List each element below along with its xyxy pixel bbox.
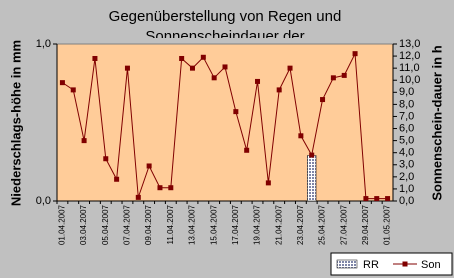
marker xyxy=(374,196,380,202)
y2-tick-label: 2,0 xyxy=(399,171,414,183)
x-tick-label: 11.04.2007 xyxy=(166,204,175,244)
marker xyxy=(59,80,65,86)
legend: RR Son xyxy=(330,252,453,276)
y2-tick-label: 1,0 xyxy=(399,183,414,195)
marker xyxy=(189,65,195,71)
marker xyxy=(385,196,391,202)
y2-tick-label: 7,0 xyxy=(399,110,414,122)
x-tick-label: 03.04.2007 xyxy=(79,204,88,245)
y-axis-label: Niederschlags-höhe in mm xyxy=(8,40,23,206)
x-tick-label: 05.04.2007 xyxy=(101,204,110,245)
marker xyxy=(255,78,261,84)
y2-tick-label: 12,0 xyxy=(399,50,420,62)
plot-area xyxy=(56,43,394,202)
x-tick-label: 17.04.2007 xyxy=(231,204,240,245)
marker xyxy=(179,55,185,61)
marker xyxy=(114,176,120,182)
chart-title: Sonnenscheindauer der xyxy=(145,28,304,45)
x-tick-label: 29.04.2007 xyxy=(361,204,370,245)
y2-tick-label: 13,0 xyxy=(399,38,420,50)
y2-tick-label: 5,0 xyxy=(399,135,414,147)
x-tick-label: 13.04.2007 xyxy=(188,204,197,245)
x-tick-label: 23.04.2007 xyxy=(296,204,305,245)
y-tick-label: 1,0 xyxy=(36,38,51,50)
y-tick-label: 0,0 xyxy=(36,195,51,207)
legend-box xyxy=(330,252,453,276)
marker xyxy=(352,51,358,57)
y2-tick-label: 0,0 xyxy=(399,195,414,207)
marker xyxy=(124,65,130,71)
marker xyxy=(135,194,141,200)
x-tick-label: 01.05.2007 xyxy=(383,204,392,245)
marker xyxy=(265,180,271,186)
marker xyxy=(168,185,174,191)
chart-title: Gegenüberstellung von Regen und xyxy=(109,8,342,25)
x-tick-label: 09.04.2007 xyxy=(144,204,153,245)
legend-swatch xyxy=(336,259,358,269)
marker xyxy=(330,75,336,81)
marker xyxy=(298,133,304,139)
marker xyxy=(287,65,293,71)
marker xyxy=(70,87,76,93)
x-tick-label: 19.04.2007 xyxy=(253,204,262,245)
marker xyxy=(157,185,163,191)
x-tick-label: 07.04.2007 xyxy=(123,204,132,245)
legend-label: Son xyxy=(421,259,441,271)
y2-tick-label: 4,0 xyxy=(399,147,414,159)
x-tick-label: 21.04.2007 xyxy=(274,204,283,245)
marker xyxy=(244,147,250,153)
marker xyxy=(233,109,239,115)
marker xyxy=(363,196,369,202)
marker xyxy=(276,87,282,93)
marker xyxy=(211,75,217,81)
marker xyxy=(222,64,228,70)
legend-swatch xyxy=(402,261,408,267)
x-tick-label: 27.04.2007 xyxy=(339,204,348,245)
marker xyxy=(92,55,98,61)
marker xyxy=(103,156,109,162)
x-tick-label: 01.04.2007 xyxy=(58,204,67,245)
marker xyxy=(200,54,206,60)
y2-axis-label: Sonnenschein-dauer in h xyxy=(429,45,444,200)
y2-tick-label: 3,0 xyxy=(399,159,414,171)
marker xyxy=(146,163,152,169)
bar xyxy=(307,155,317,202)
y2-tick-label: 9,0 xyxy=(399,86,414,98)
marker xyxy=(320,97,326,103)
y2-tick-label: 6,0 xyxy=(399,122,414,134)
y2-tick-label: 11,0 xyxy=(399,62,420,74)
y2-tick-label: 10,0 xyxy=(399,74,420,86)
x-tick-label: 15.04.2007 xyxy=(209,204,218,245)
marker xyxy=(309,152,315,158)
marker xyxy=(81,138,87,144)
legend-label: RR xyxy=(363,259,379,271)
marker xyxy=(341,72,347,78)
y2-tick-label: 8,0 xyxy=(399,98,414,110)
x-tick-label: 25.04.2007 xyxy=(318,204,327,245)
